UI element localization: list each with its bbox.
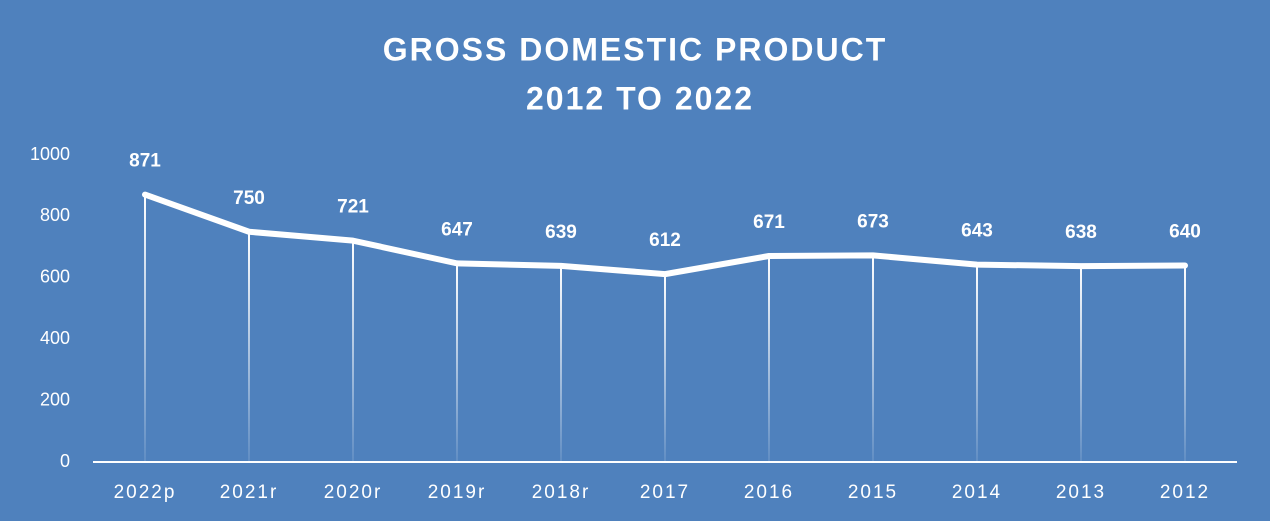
data-label: 640 xyxy=(1169,222,1201,243)
x-tick-label: 2022p xyxy=(114,482,177,503)
y-tick-label: 400 xyxy=(40,328,70,348)
y-tick-label: 0 xyxy=(60,451,70,471)
data-label: 871 xyxy=(129,151,161,172)
x-tick-label: 2013 xyxy=(1056,482,1106,503)
x-tick-label: 2016 xyxy=(744,482,794,503)
drop-line xyxy=(664,274,666,462)
drop-line xyxy=(248,231,250,462)
data-label: 643 xyxy=(961,221,993,242)
drop-line xyxy=(1184,265,1186,462)
data-label: 721 xyxy=(337,197,369,218)
data-label: 647 xyxy=(441,219,473,240)
y-tick-label: 800 xyxy=(40,205,70,225)
data-label: 750 xyxy=(233,188,265,209)
drop-line xyxy=(976,264,978,462)
drop-line xyxy=(456,263,458,462)
x-tick-label: 2014 xyxy=(952,482,1002,503)
y-tick-label: 600 xyxy=(40,267,70,287)
chart-title: GROSS DOMESTIC PRODUCT xyxy=(383,31,887,67)
chart-title: 2012 TO 2022 xyxy=(526,80,754,116)
x-tick-label: 2019r xyxy=(428,482,487,503)
data-label: 673 xyxy=(857,211,889,232)
drop-line xyxy=(768,256,770,462)
x-tick-label: 2012 xyxy=(1160,482,1210,503)
drop-line xyxy=(872,255,874,462)
x-tick-label: 2018r xyxy=(532,482,591,503)
line xyxy=(142,191,1188,278)
x-tick-label: 2017 xyxy=(640,482,690,503)
drop-line xyxy=(1080,266,1082,462)
x-tick-label: 2020r xyxy=(324,482,383,503)
data-label: 638 xyxy=(1065,222,1097,243)
x-tick-label: 2021r xyxy=(220,482,279,503)
data-label: 671 xyxy=(753,212,785,233)
drop-line xyxy=(144,194,146,462)
x-tick-label: 2015 xyxy=(848,482,898,503)
y-tick-label: 1000 xyxy=(30,144,70,164)
drop-line xyxy=(352,240,354,462)
data-label: 639 xyxy=(545,222,577,243)
data-label: 612 xyxy=(649,230,681,251)
y-tick-label: 200 xyxy=(40,389,70,409)
drop-line xyxy=(560,265,562,462)
